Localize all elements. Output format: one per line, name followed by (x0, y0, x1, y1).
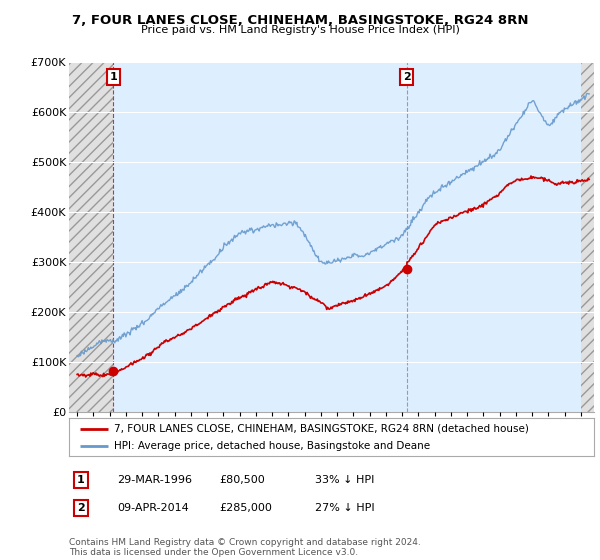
Text: HPI: Average price, detached house, Basingstoke and Deane: HPI: Average price, detached house, Basi… (113, 441, 430, 451)
Text: Price paid vs. HM Land Registry's House Price Index (HPI): Price paid vs. HM Land Registry's House … (140, 25, 460, 35)
Bar (69, 62, 113, 412)
Text: 29-MAR-1996: 29-MAR-1996 (117, 475, 192, 485)
Text: 1: 1 (109, 72, 117, 82)
Text: Contains HM Land Registry data © Crown copyright and database right 2024.
This d: Contains HM Land Registry data © Crown c… (69, 538, 421, 557)
Text: 09-APR-2014: 09-APR-2014 (117, 503, 189, 513)
Text: 1: 1 (77, 475, 85, 485)
Text: 7, FOUR LANES CLOSE, CHINEHAM, BASINGSTOKE, RG24 8RN (detached house): 7, FOUR LANES CLOSE, CHINEHAM, BASINGSTO… (113, 423, 529, 433)
Text: 33% ↓ HPI: 33% ↓ HPI (315, 475, 374, 485)
Text: £80,500: £80,500 (219, 475, 265, 485)
Text: 2: 2 (403, 72, 410, 82)
Text: 27% ↓ HPI: 27% ↓ HPI (315, 503, 374, 513)
Text: £285,000: £285,000 (219, 503, 272, 513)
Text: 7, FOUR LANES CLOSE, CHINEHAM, BASINGSTOKE, RG24 8RN: 7, FOUR LANES CLOSE, CHINEHAM, BASINGSTO… (72, 14, 528, 27)
Bar (581, 62, 594, 412)
Text: 2: 2 (77, 503, 85, 513)
